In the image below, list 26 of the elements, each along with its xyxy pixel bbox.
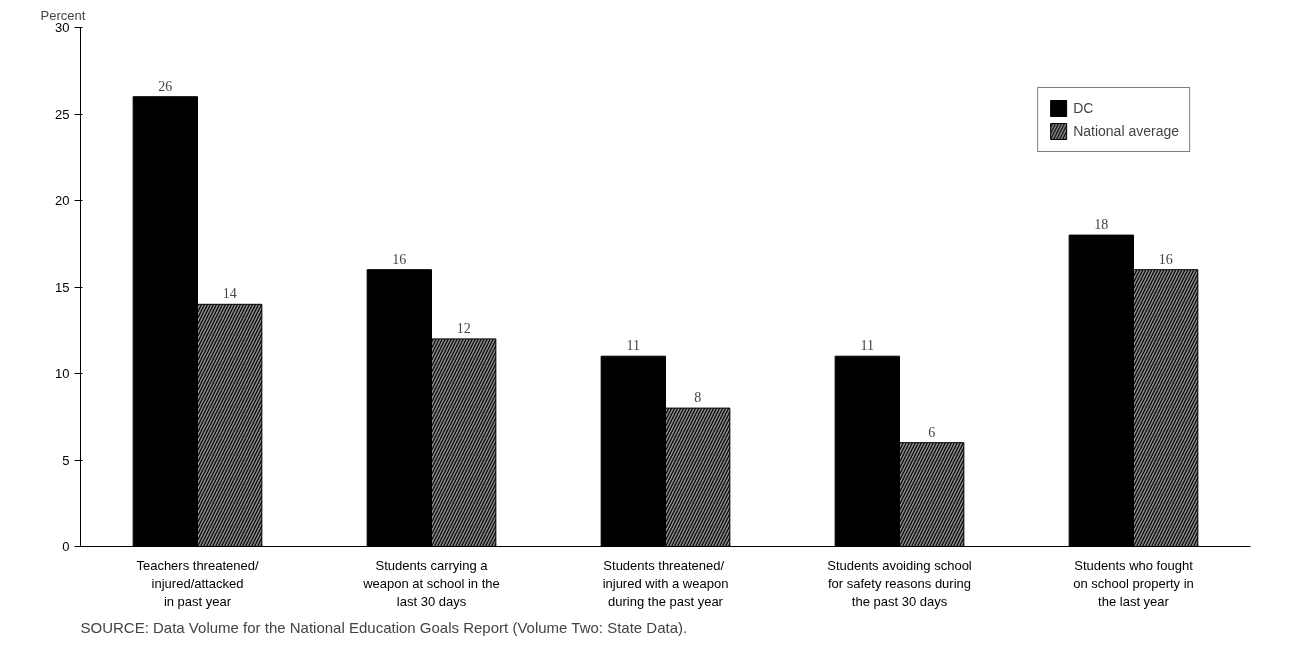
y-tick-label: 5 xyxy=(62,452,70,468)
data-label: 12 xyxy=(456,320,471,336)
y-axis-title: Percent xyxy=(40,7,86,23)
legend-label: National average xyxy=(1073,123,1179,139)
source-note: SOURCE: Data Volume for the National Education Goals Report (Volume Two: State Data). xyxy=(80,618,688,636)
data-label: 16 xyxy=(392,251,407,267)
data-label: 16 xyxy=(1158,251,1173,267)
legend-label: DC xyxy=(1073,100,1094,116)
data-label: 18 xyxy=(1094,217,1109,233)
y-tick-label: 20 xyxy=(55,193,70,208)
data-label: 11 xyxy=(860,338,875,354)
x-tick-label: Students avoiding school for safety reasons during the past 30 days xyxy=(827,557,972,609)
data-label: 26 xyxy=(158,78,173,94)
x-tick-label: Teachers threatened/ injured/attacked in past year xyxy=(136,557,259,609)
y-tick-label: 30 xyxy=(55,20,70,35)
data-label: 6 xyxy=(928,424,936,440)
y-tick-label: 10 xyxy=(55,366,70,381)
y-tick-label: 25 xyxy=(55,106,70,122)
data-label: 8 xyxy=(694,390,702,406)
y-tick-label: 15 xyxy=(55,279,70,295)
data-label: 11 xyxy=(626,338,641,354)
x-tick-label: Students threatened/ injured with a weapon during the past year xyxy=(602,557,729,609)
x-tick-label: Students carrying a weapon at school in the last 30 days xyxy=(362,557,500,609)
x-tick-label: Students who fought on school property in the last year xyxy=(1073,557,1194,609)
y-tick-label: 0 xyxy=(62,539,70,554)
data-label: 14 xyxy=(222,286,237,302)
